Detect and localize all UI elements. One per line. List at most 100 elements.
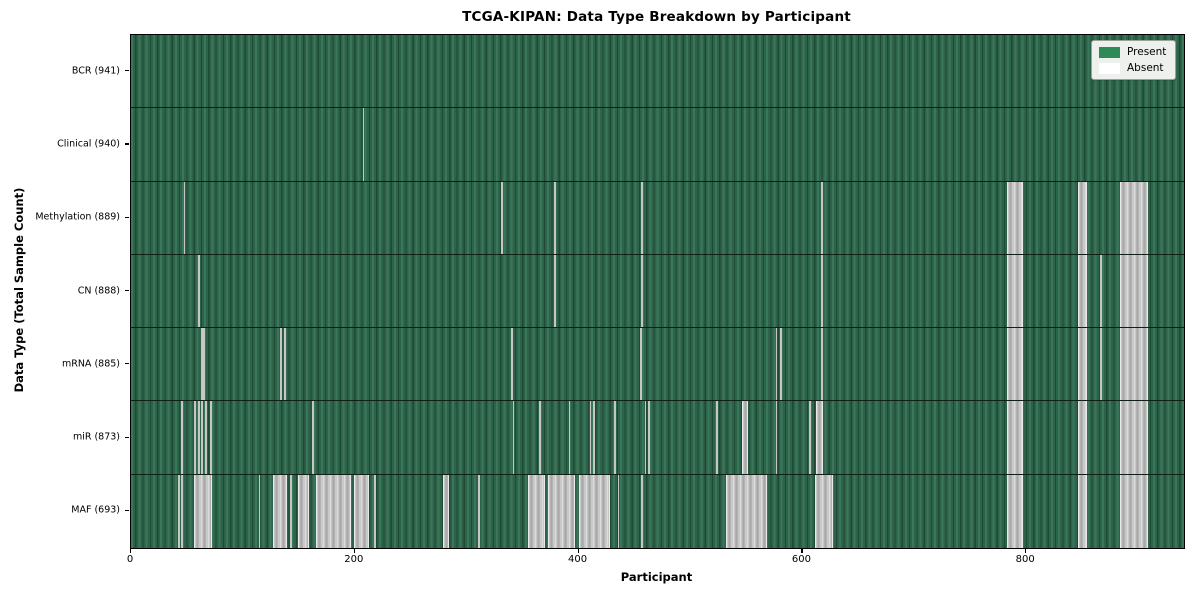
datatype-row-BCR bbox=[131, 35, 1184, 109]
x-tick-mark bbox=[577, 548, 579, 553]
absent-stripe bbox=[578, 474, 610, 548]
absent-stripe bbox=[1077, 401, 1087, 474]
absent-stripe bbox=[775, 401, 778, 474]
absent-stripe bbox=[201, 328, 205, 401]
y-tick-label: BCR (941) bbox=[71, 65, 120, 77]
absent-stripe bbox=[821, 254, 824, 328]
absent-stripe bbox=[553, 181, 556, 254]
absent-stripe bbox=[193, 401, 196, 474]
x-tick-label: 800 bbox=[1015, 554, 1035, 565]
x-tick-mark bbox=[1025, 548, 1027, 553]
absent-stripe bbox=[1077, 474, 1087, 548]
absent-stripe bbox=[198, 254, 201, 328]
absent-stripe bbox=[1120, 328, 1149, 401]
absent-stripe bbox=[181, 474, 184, 548]
y-tick-label: miR (873) bbox=[72, 431, 120, 443]
absent-stripe bbox=[716, 401, 718, 474]
legend-item-absent: Absent bbox=[1099, 62, 1166, 74]
x-tick-label: 600 bbox=[791, 554, 811, 565]
absent-stripe bbox=[443, 474, 449, 548]
absent-stripe bbox=[821, 181, 824, 254]
legend: Present Absent bbox=[1091, 40, 1177, 80]
absent-swatch-icon bbox=[1099, 62, 1120, 74]
absent-stripe bbox=[641, 181, 643, 254]
x-tick-mark bbox=[130, 548, 132, 553]
absent-stripe bbox=[477, 474, 480, 548]
absent-stripe bbox=[614, 401, 617, 474]
absent-stripe bbox=[641, 254, 643, 328]
absent-stripe bbox=[353, 474, 370, 548]
absent-stripe bbox=[193, 474, 212, 548]
absent-stripe bbox=[198, 401, 200, 474]
x-tick-mark bbox=[353, 548, 355, 553]
absent-stripe bbox=[809, 401, 811, 474]
absent-stripe bbox=[258, 474, 261, 548]
absent-stripe bbox=[593, 401, 596, 474]
y-tick-label: CN (888) bbox=[77, 285, 120, 296]
absent-stripe bbox=[183, 181, 186, 254]
datatype-row-mRNA bbox=[131, 328, 1184, 402]
absent-stripe bbox=[548, 474, 576, 548]
absent-stripe bbox=[210, 401, 213, 474]
absent-stripe bbox=[589, 401, 592, 474]
absent-stripe bbox=[297, 474, 309, 548]
absent-stripe bbox=[315, 474, 352, 548]
absent-stripe bbox=[1077, 181, 1087, 254]
absent-stripe bbox=[312, 401, 314, 474]
absent-stripe bbox=[617, 474, 620, 548]
absent-stripe bbox=[775, 328, 778, 401]
y-tick-label: Methylation (889) bbox=[35, 211, 120, 223]
absent-stripe bbox=[373, 474, 376, 548]
datatype-row-Methylation bbox=[131, 181, 1184, 255]
absent-stripe bbox=[1120, 474, 1149, 548]
y-tick-label: Clinical (940) bbox=[57, 138, 120, 150]
y-tick-mark bbox=[125, 216, 129, 218]
absent-stripe bbox=[201, 401, 204, 474]
absent-stripe bbox=[279, 328, 282, 401]
absent-stripe bbox=[284, 328, 286, 401]
x-axis-label: Participant bbox=[620, 570, 693, 584]
absent-stripe bbox=[647, 401, 651, 474]
absent-stripe bbox=[181, 401, 184, 474]
absent-stripe bbox=[511, 328, 514, 401]
absent-stripe bbox=[1077, 254, 1087, 328]
absent-stripe bbox=[512, 401, 515, 474]
absent-stripe bbox=[1077, 328, 1087, 401]
absent-stripe bbox=[741, 401, 748, 474]
absent-stripe bbox=[1007, 328, 1023, 401]
absent-stripe bbox=[726, 474, 767, 548]
legend-item-present: Present bbox=[1099, 46, 1166, 58]
absent-stripe bbox=[1120, 254, 1149, 328]
absent-stripe bbox=[814, 474, 833, 548]
datatype-row-MAF bbox=[131, 474, 1184, 548]
absent-stripe bbox=[1007, 254, 1023, 328]
absent-stripe bbox=[177, 474, 180, 548]
absent-stripe bbox=[553, 254, 556, 328]
absent-stripe bbox=[1120, 401, 1149, 474]
y-tick-mark bbox=[125, 509, 129, 512]
absent-stripe bbox=[289, 474, 293, 548]
absent-stripe bbox=[1007, 474, 1023, 548]
legend-label: Absent bbox=[1127, 62, 1164, 74]
datatype-row-Clinical bbox=[131, 108, 1184, 182]
absent-stripe bbox=[1007, 401, 1023, 474]
absent-stripe bbox=[641, 474, 643, 548]
absent-stripe bbox=[815, 401, 823, 474]
datatype-row-miR bbox=[131, 401, 1184, 475]
y-tick-mark bbox=[125, 436, 129, 438]
chart-title: TCGA-KIPAN: Data Type Breakdown by Parti… bbox=[462, 9, 851, 25]
present-swatch-icon bbox=[1099, 46, 1120, 58]
plot-area bbox=[130, 34, 1185, 549]
absent-stripe bbox=[539, 401, 542, 474]
y-tick-label: mRNA (885) bbox=[61, 358, 120, 370]
y-tick-mark bbox=[125, 290, 129, 292]
absent-stripe bbox=[780, 328, 782, 401]
absent-stripe bbox=[568, 401, 571, 474]
x-tick-label: 400 bbox=[568, 554, 588, 565]
absent-stripe bbox=[204, 401, 208, 474]
absent-stripe bbox=[644, 401, 647, 474]
x-tick-label: 0 bbox=[126, 554, 134, 565]
absent-stripe bbox=[528, 474, 546, 548]
absent-stripe bbox=[1120, 181, 1149, 254]
y-tick-mark bbox=[125, 363, 129, 365]
